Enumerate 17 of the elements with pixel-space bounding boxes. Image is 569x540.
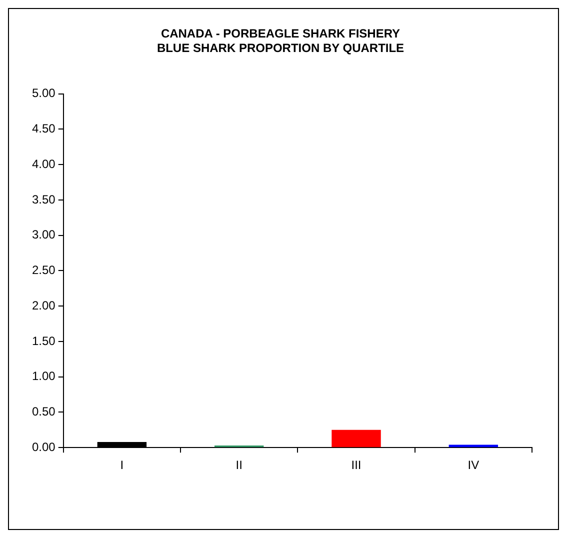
x-tick-label: III — [351, 458, 362, 472]
y-tick-label: 2.50 — [32, 263, 56, 278]
y-tick-label: 1.50 — [32, 334, 56, 348]
y-tick-label: 0.00 — [32, 440, 56, 454]
y-tick-label: 3.50 — [32, 192, 56, 206]
chart-title: CANADA - PORBEAGLE SHARK FISHERY BLUE SHARK PROPORTION BY QUARTILE — [156, 26, 404, 55]
y-tick-label: 0.50 — [32, 404, 56, 419]
y-tick-label: 1.00 — [32, 369, 56, 384]
y-tick-label: 2.00 — [32, 298, 56, 312]
bar — [332, 430, 381, 448]
x-tick-label: I — [120, 458, 124, 472]
y-tick-label: 4.50 — [32, 121, 56, 136]
y-tick-label: 4.00 — [32, 156, 56, 171]
y-tick-label: 3.00 — [32, 228, 56, 242]
y-tick-label: 5.00 — [32, 86, 56, 100]
x-tick-label: IV — [468, 458, 480, 472]
x-tick-label: II — [236, 458, 242, 472]
